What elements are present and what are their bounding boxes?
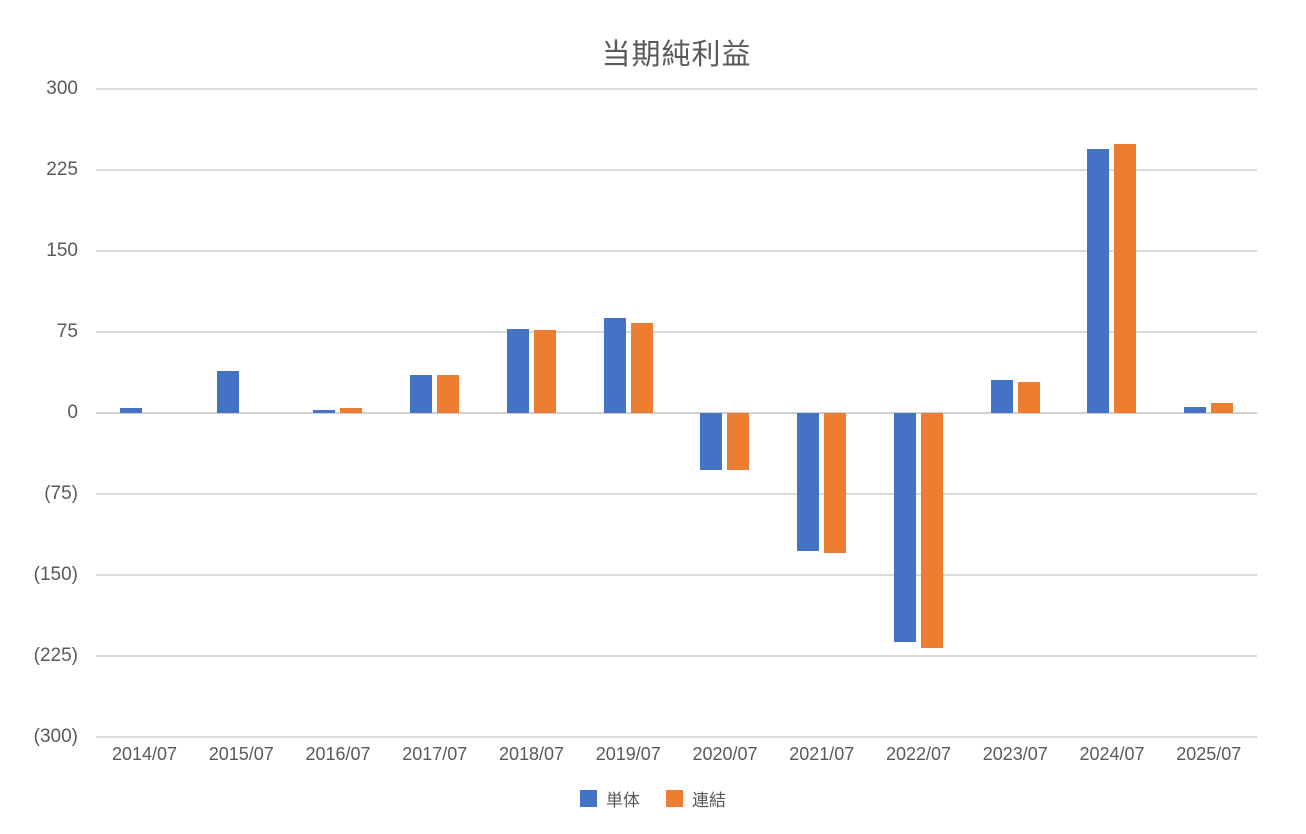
bar-単体-2016/07 [313, 409, 336, 413]
bar-連結-2025/07 [1211, 403, 1234, 413]
x-tick-label-2024/07: 2024/07 [1079, 744, 1145, 764]
x-tick-label-2021/07: 2021/07 [789, 744, 855, 764]
x-tick-label-2016/07: 2016/07 [305, 744, 371, 764]
x-tick-label-2019/07: 2019/07 [595, 744, 661, 764]
gridline-0 [96, 412, 1257, 414]
y-tick-label: (300) [33, 726, 78, 747]
bar-連結-2022/07 [920, 413, 943, 649]
legend-item-tandoku: 単体 [580, 786, 640, 811]
y-tick-label: (150) [33, 564, 78, 585]
x-tick-label-2014/07: 2014/07 [111, 744, 178, 764]
x-tick-label-2017/07: 2017/07 [402, 744, 468, 764]
gridline-75 [96, 331, 1257, 333]
legend-label-tandoku: 単体 [606, 791, 640, 810]
bar-単体-2023/07 [990, 379, 1013, 413]
bar-単体-2018/07 [506, 328, 529, 413]
chart-title: 当期純利益 [601, 39, 752, 71]
bar-単体-2024/07 [1087, 149, 1110, 413]
y-tick-label: 150 [46, 240, 78, 261]
gridline-150 [96, 250, 1257, 252]
legend-item-renketsu: 連結 [666, 786, 726, 811]
legend-swatch-blue [580, 790, 597, 807]
bar-連結-2016/07 [340, 407, 363, 413]
gridline-225 [96, 169, 1257, 171]
x-tick-label-2015/07: 2015/07 [208, 744, 274, 764]
bar-単体-2025/07 [1184, 406, 1207, 413]
bar-連結-2024/07 [1114, 144, 1137, 413]
y-tick-label: 300 [46, 78, 78, 99]
bar-単体-2014/07 [119, 407, 142, 413]
bar-単体-2019/07 [603, 317, 626, 413]
y-tick-label: (225) [33, 645, 78, 666]
x-tick-label-2025/07: 2025/07 [1176, 744, 1242, 764]
x-tick-label-2022/07: 2022/07 [885, 744, 952, 764]
legend-swatch-orange [666, 790, 683, 807]
x-tick-label-2020/07: 2020/07 [692, 744, 758, 764]
bar-単体-2017/07 [410, 375, 433, 413]
y-tick-label: (75) [44, 483, 78, 504]
bar-単体-2022/07 [893, 413, 916, 642]
bar-連結-2021/07 [824, 413, 847, 554]
y-tick-label: 75 [56, 321, 78, 342]
gridline--300 [96, 736, 1257, 738]
y-tick-label: 225 [46, 159, 78, 180]
gridline-300 [96, 88, 1257, 90]
gridline--225 [96, 655, 1257, 657]
bar-連結-2017/07 [437, 375, 460, 413]
bar-連結-2023/07 [1017, 381, 1040, 413]
x-tick-label-2023/07: 2023/07 [982, 744, 1048, 764]
bar-単体-2015/07 [216, 370, 239, 413]
legend-label-renketsu: 連結 [692, 791, 726, 810]
bar-単体-2020/07 [700, 413, 723, 471]
gridline--150 [96, 574, 1257, 576]
x-tick-label-2018/07: 2018/07 [498, 744, 565, 764]
bar-連結-2018/07 [533, 329, 556, 413]
bar-連結-2020/07 [727, 413, 750, 471]
bar-連結-2019/07 [630, 323, 653, 413]
plot-area [96, 88, 1257, 738]
gridline--75 [96, 493, 1257, 495]
bar-単体-2021/07 [797, 413, 820, 552]
y-tick-label: 0 [67, 402, 78, 423]
chart-legend: 単体 連結 [0, 786, 1306, 811]
